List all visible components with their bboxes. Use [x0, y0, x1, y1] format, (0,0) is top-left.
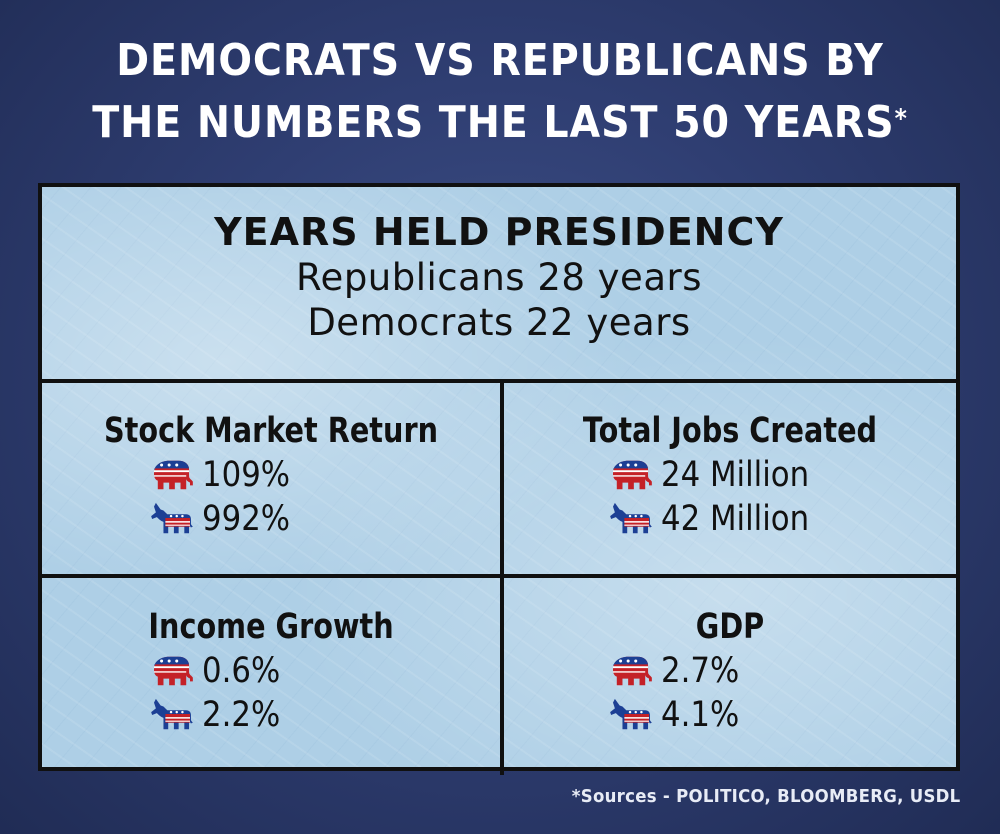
- stat-row-republican: 0.6%: [42, 649, 500, 693]
- stat-row-democrat: 2.2%: [42, 693, 500, 737]
- republican-elephant-icon: [609, 457, 653, 493]
- stat-value-democrat: 42 Million: [661, 499, 810, 539]
- divider-horizontal-2: [42, 574, 956, 578]
- stat-title: Total Jobs Created: [582, 411, 878, 451]
- stat-row-democrat: 4.1%: [504, 693, 956, 737]
- stat-row-democrat: 42 Million: [504, 497, 956, 541]
- stat-row-republican: 24 Million: [504, 453, 956, 497]
- stat-value-democrat: 992%: [202, 499, 291, 539]
- presidency-democrats: Democrats 22 years: [307, 301, 691, 344]
- presidency-republicans: Republicans 28 years: [296, 256, 702, 299]
- stat-cell-jobs: Total Jobs Created 24 Million 42 Million: [504, 409, 956, 541]
- divider-vertical: [500, 379, 504, 775]
- title-line-2-text: THE NUMBERS THE LAST 50 YEARS: [92, 97, 895, 148]
- title-asterisk: *: [894, 104, 908, 134]
- presidency-heading: YEARS HELD PRESIDENCY: [214, 210, 784, 254]
- title-line-1: DEMOCRATS VS REPUBLICANS BY: [116, 35, 884, 86]
- stat-value-republican: 2.7%: [661, 651, 740, 691]
- stat-row-republican: 2.7%: [504, 649, 956, 693]
- stat-value-republican: 24 Million: [661, 455, 810, 495]
- republican-elephant-icon: [150, 457, 194, 493]
- stat-row-democrat: 992%: [42, 497, 500, 541]
- democrat-donkey-icon: [609, 697, 653, 733]
- title-line-2: THE NUMBERS THE LAST 50 YEARS*: [50, 92, 950, 154]
- divider-horizontal-1: [42, 379, 956, 383]
- stat-title: GDP: [695, 607, 765, 647]
- stat-value-republican: 109%: [202, 455, 291, 495]
- stat-title: Stock Market Return: [103, 411, 439, 451]
- stat-title: Income Growth: [148, 607, 394, 647]
- democrat-donkey-icon: [609, 501, 653, 537]
- democrat-donkey-icon: [150, 697, 194, 733]
- democrat-donkey-icon: [150, 501, 194, 537]
- stat-cell-income-growth: Income Growth 0.6% 2.2%: [42, 605, 500, 737]
- stat-row-republican: 109%: [42, 453, 500, 497]
- stat-value-democrat: 2.2%: [202, 695, 281, 735]
- stat-value-republican: 0.6%: [202, 651, 281, 691]
- republican-elephant-icon: [150, 653, 194, 689]
- republican-elephant-icon: [609, 653, 653, 689]
- sources-footnote: *Sources - POLITICO, BLOOMBERG, USDL: [571, 786, 960, 807]
- stats-board: YEARS HELD PRESIDENCY Republicans 28 yea…: [38, 183, 960, 775]
- stat-cell-gdp: GDP 2.7% 4.1%: [504, 605, 956, 737]
- presidency-panel: YEARS HELD PRESIDENCY Republicans 28 yea…: [42, 187, 956, 381]
- stat-cell-stock-market: Stock Market Return 109% 992%: [42, 409, 500, 541]
- stat-value-democrat: 4.1%: [661, 695, 740, 735]
- page-title: DEMOCRATS VS REPUBLICANS BY THE NUMBERS …: [50, 30, 950, 154]
